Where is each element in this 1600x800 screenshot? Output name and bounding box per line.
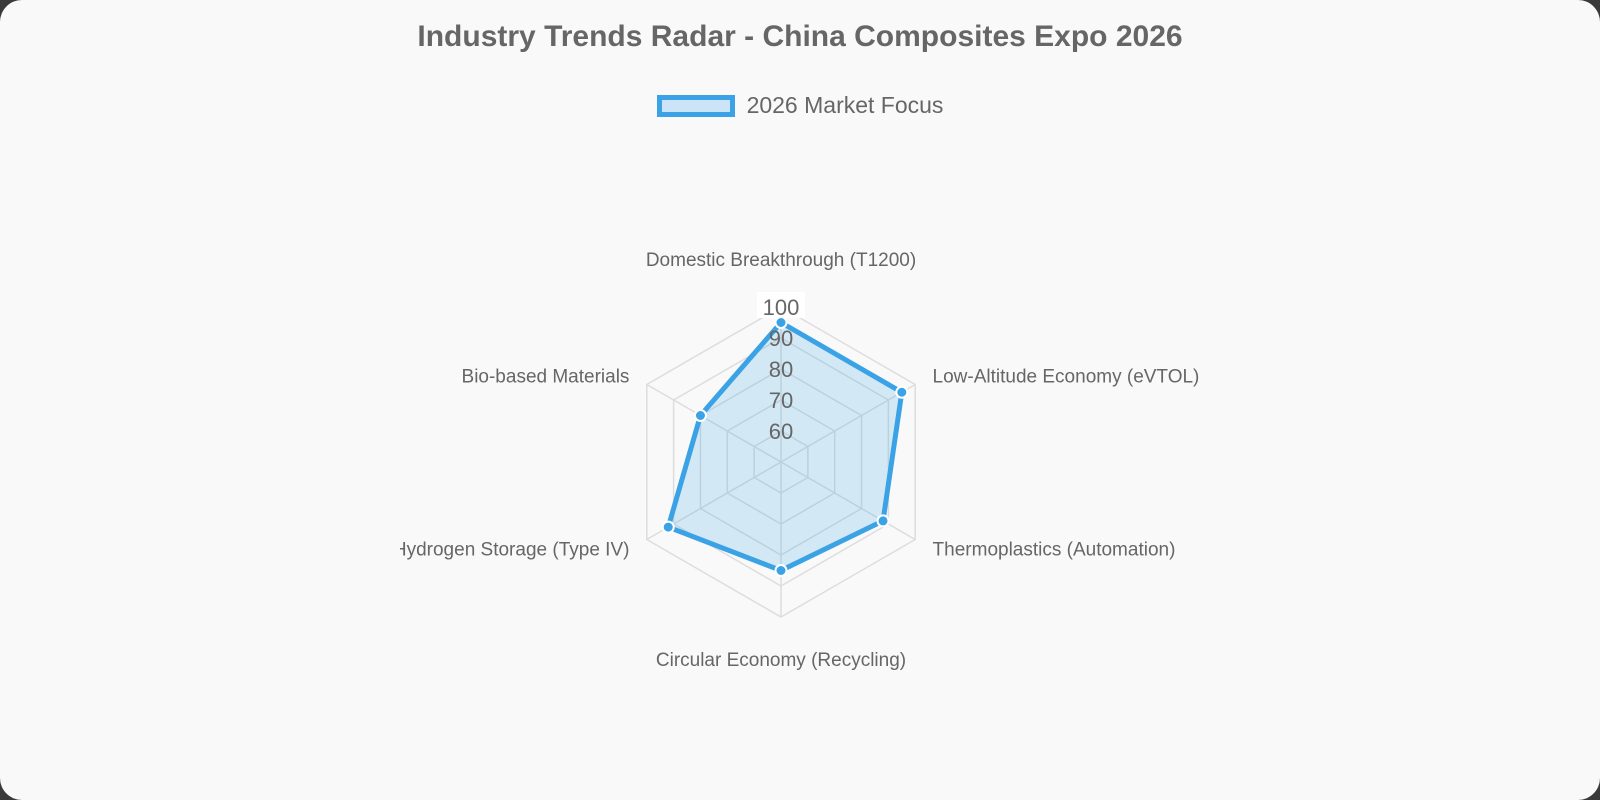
tick-label: 100 [763, 295, 800, 320]
axis-label: Low-Altitude Economy (eVTOL) [933, 367, 1200, 388]
tick-label: 70 [769, 388, 793, 413]
radar-series [661, 316, 909, 577]
legend-label: 2026 Market Focus [746, 92, 944, 118]
radar-chart: 60 70 80 90 100 Domestic Breakthrough (T1200… [400, 250, 1199, 671]
data-point [895, 385, 909, 399]
axis-label: Circular Economy (Recycling) [656, 650, 906, 671]
data-point [774, 564, 788, 577]
axis-label: Thermoplastics (Automation) [933, 540, 1176, 561]
axis-label: Bio-based Materials [462, 367, 630, 388]
legend-swatch [656, 94, 735, 117]
tick-label-backdrop [757, 292, 805, 318]
grid-spoke [646, 383, 782, 463]
data-point [876, 514, 890, 528]
axis-label: Hydrogen Storage (Type IV) [400, 540, 629, 561]
radar-ticks: 60 70 80 90 100 [757, 292, 805, 444]
tick-label: 80 [769, 357, 793, 382]
data-point [661, 520, 675, 534]
tick-label: 60 [769, 419, 793, 444]
grid-spoke [780, 383, 916, 463]
tick-label: 90 [769, 326, 793, 351]
radar-axis-labels: Domestic Breakthrough (T1200) Low-Altitud… [400, 250, 1199, 671]
chart-legend: 2026 Market Focus [0, 92, 1600, 119]
chart-title: Industry Trends Radar - China Composites… [417, 20, 1183, 53]
data-point [693, 409, 707, 422]
grid-spoke [780, 461, 916, 541]
legend-item-market-focus[interactable]: 2026 Market Focus [656, 92, 944, 119]
axis-label: Domestic Breakthrough (T1200) [646, 250, 916, 271]
